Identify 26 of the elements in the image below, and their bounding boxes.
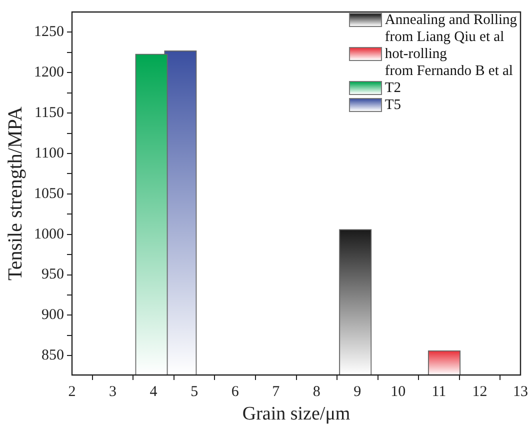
x-tick-label: 6 <box>231 384 240 400</box>
x-tick-label: 5 <box>190 384 198 400</box>
y-axis-title: Tensile strength/MPA <box>4 106 26 280</box>
legend-label: hot-rolling from Fernando B et al <box>384 46 513 80</box>
y-tick-label: 1100 <box>34 145 64 162</box>
x-axis-title: Grain size/μm <box>242 404 350 425</box>
x-tick-label: 12 <box>472 384 488 400</box>
x-tick-label: 7 <box>272 384 280 400</box>
y-tick-label: 1000 <box>34 226 64 242</box>
x-tick-label: 2 <box>68 384 76 400</box>
x-tick-label: 13 <box>513 384 528 400</box>
y-tick-label: 1250 <box>34 24 64 40</box>
x-tick-label: 8 <box>312 384 320 400</box>
y-tick-label: 850 <box>42 348 64 364</box>
x-tick-label: 10 <box>390 384 406 400</box>
y-tick-label: 1150 <box>34 104 64 121</box>
x-tick-label: 3 <box>109 384 117 400</box>
legend-label: T5 <box>384 97 402 114</box>
y-tick-label: 900 <box>42 307 64 324</box>
x-tick-label: 4 <box>150 384 158 400</box>
legend-label: T2 <box>384 80 402 97</box>
y-tick-label: 1050 <box>34 186 64 202</box>
x-tick-label: 11 <box>432 384 446 400</box>
y-tick-label: 1200 <box>34 64 64 81</box>
y-tick-label: 950 <box>42 266 64 283</box>
x-tick-label: 9 <box>354 384 362 400</box>
